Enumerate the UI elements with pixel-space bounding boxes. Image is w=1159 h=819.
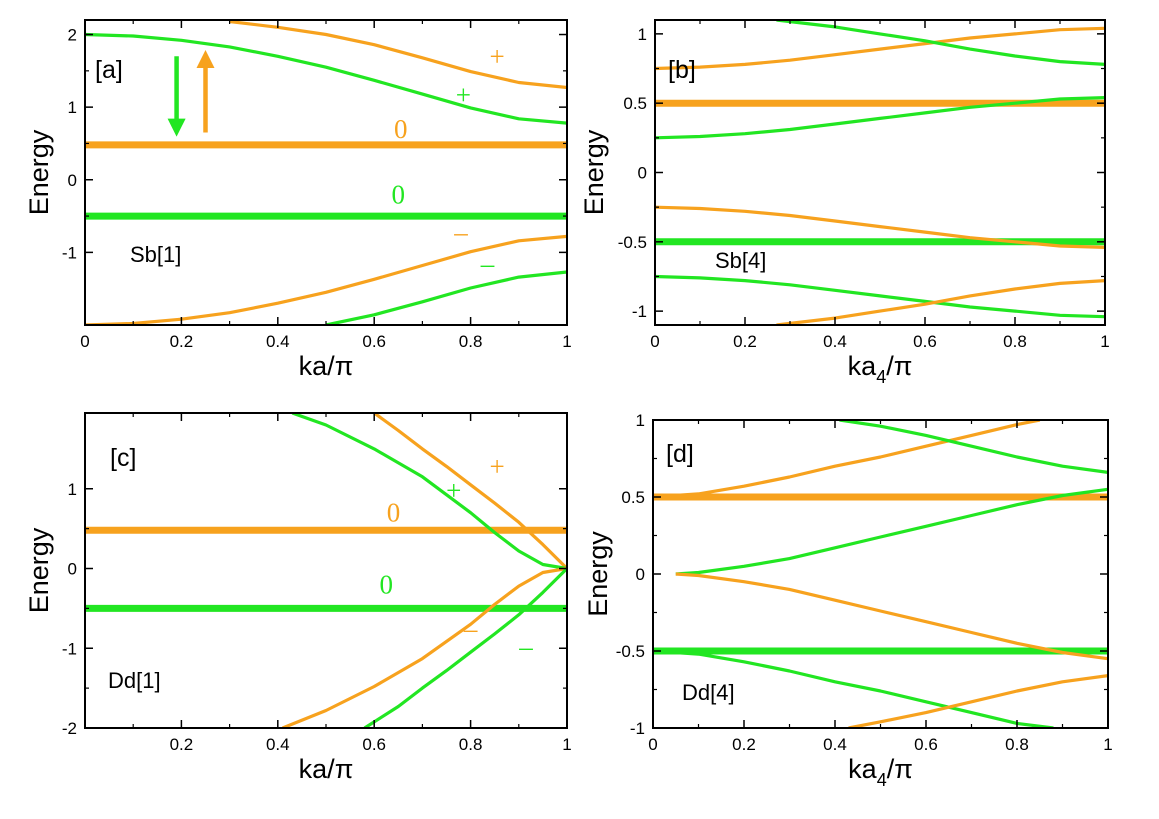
x-tick-label: 1 (562, 332, 571, 351)
panel-b: 0 0.2 0.4 0.6 0.8 1 -1 -0.5 0 0.5 1 Energy ka4/π [b] S… (579, 19, 1110, 387)
panel-label: [d] (666, 440, 694, 468)
structure-label: Dd[1] (108, 668, 161, 693)
series-group (653, 420, 1108, 728)
x-tick-label: 0.8 (459, 735, 483, 754)
x-tick-label: 0.4 (823, 332, 847, 351)
series-green-middle-band (675, 487, 1108, 576)
y-tick-label: 0 (638, 164, 647, 183)
x-axis-label: ka4/π (848, 754, 913, 790)
x-tick-label: 0.4 (823, 735, 847, 754)
x-tick-label: 0.8 (459, 332, 483, 351)
series-group (85, 413, 567, 728)
x-tick-label: 0.6 (914, 735, 938, 754)
x-axis-label: ka4/π (848, 351, 913, 387)
panel-label: [b] (668, 56, 696, 84)
series-green-lower-band- (363, 567, 567, 728)
series-green-middle-band (655, 96, 1105, 140)
series-green-upper-band- (291, 413, 567, 571)
y-tick-label: 1 (68, 98, 77, 117)
x-tick-label: 0.6 (362, 735, 386, 754)
x-axis-label: ka/π (299, 351, 354, 381)
x-tick-label: 0.2 (170, 332, 194, 351)
y-tick-label: 1 (68, 480, 77, 499)
series-orange-bottom-band (848, 674, 1108, 728)
panel-d: 0 0.2 0.4 0.6 0.8 1 -1 -0.5 0 0.5 1 Energy ka4/π [d] D… (583, 411, 1113, 790)
series-green-bottom-band (655, 274, 1105, 319)
y-tick-label: -0.5 (618, 233, 647, 252)
y-tick-label: 0.5 (623, 94, 647, 113)
x-tick-label: 0.8 (1003, 332, 1027, 351)
y-tick-label: -2 (62, 719, 77, 738)
x-tick-label: 0.2 (733, 332, 757, 351)
series-orange-middle-band (655, 205, 1105, 249)
x-tick-label: 0 (650, 332, 659, 351)
y-axis-label: Energy (24, 527, 54, 613)
x-tick-label: 0.6 (362, 332, 386, 351)
band-annotation: + (489, 451, 504, 481)
panel-label: [a] (95, 56, 123, 84)
band-annotation: + (456, 80, 471, 110)
band-annotation: + (489, 41, 504, 71)
x-axis-label: ka/π (299, 754, 354, 784)
band-annotation: – (518, 632, 533, 662)
y-tick-label: -1 (632, 302, 647, 321)
y-tick-label: 0.5 (621, 488, 645, 507)
panel-label: [c] (110, 444, 136, 472)
panel-c: 0.2 0.4 0.6 0.8 1 -2 -1 0 1 Energy ka/π [c] Dd[1] + +0… (24, 412, 572, 784)
x-tick-label: 0 (648, 735, 657, 754)
y-tick-label: -1 (62, 243, 77, 262)
band-annotation: 0 (394, 114, 408, 144)
series-orange-bottom-band (776, 279, 1105, 325)
y-tick-label: -1 (630, 719, 645, 738)
x-tick-label: 0.8 (1005, 735, 1029, 754)
x-tick-label: 0 (80, 332, 89, 351)
y-tick-label: 0 (636, 565, 645, 584)
series-orange-lower-band- (282, 566, 567, 728)
series-green-top-band (776, 20, 1105, 66)
y-tick-label: 0 (68, 560, 77, 579)
x-tick-label: 0.2 (170, 735, 194, 754)
series-orange-upper-band- (373, 413, 567, 570)
series-orange-top-band (653, 420, 1041, 499)
x-tick-label: 1 (562, 735, 571, 754)
y-axis-label: Energy (583, 531, 613, 617)
series-group (655, 20, 1105, 325)
y-tick-label: 2 (68, 26, 77, 45)
y-tick-label: 1 (638, 25, 647, 44)
series-orange-lower-band- (85, 234, 567, 325)
y-tick-label: -1 (62, 639, 77, 658)
structure-label: Sb[4] (715, 248, 766, 273)
series-green-lower-band- (325, 270, 567, 325)
y-tick-label: 1 (636, 411, 645, 430)
structure-label: Dd[4] (682, 680, 735, 705)
series-green-upper-band- (85, 32, 567, 125)
band-annotation: + (446, 475, 461, 505)
band-annotation: – (463, 613, 478, 643)
band-annotation: 0 (380, 569, 394, 599)
x-tick-label: 1 (1100, 332, 1109, 351)
series-orange-upper-band- (229, 20, 567, 90)
series-orange-top-band (655, 26, 1105, 71)
x-tick-label: 0.4 (266, 735, 290, 754)
series-orange-middle-band (675, 572, 1108, 661)
series-green-top-band (839, 420, 1108, 474)
y-tick-label: 0 (68, 171, 77, 190)
x-tick-label: 0.6 (913, 332, 937, 351)
band-annotation: 0 (387, 498, 401, 528)
series-group (85, 20, 567, 325)
band-annotation: – (480, 248, 495, 278)
y-axis-label: Energy (579, 129, 609, 215)
x-tick-label: 0.4 (266, 332, 290, 351)
panel-a: 0 0.2 0.4 0.6 0.8 1 -1 0 1 2 Energy ka/π [a] Sb[1] + +0… (24, 19, 572, 381)
series-green-bottom-band (653, 649, 1054, 728)
x-tick-label: 0.2 (732, 735, 756, 754)
band-annotation: – (453, 217, 468, 247)
band-annotation: 0 (392, 179, 406, 209)
y-tick-label: -0.5 (616, 642, 645, 661)
x-tick-label: 1 (1103, 735, 1112, 754)
y-axis-label: Energy (24, 129, 54, 215)
structure-label: Sb[1] (130, 242, 181, 267)
